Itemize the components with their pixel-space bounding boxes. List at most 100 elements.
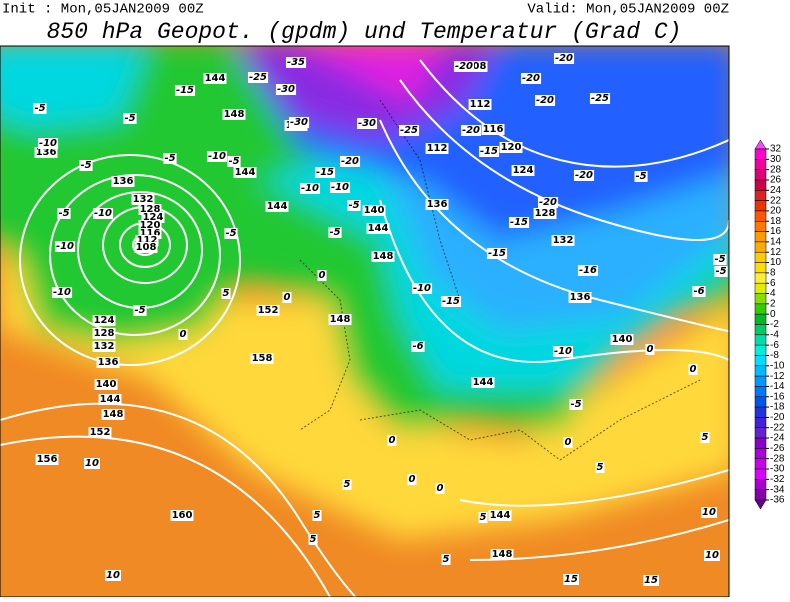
colorbar-cell xyxy=(754,417,767,428)
colorbar-cell xyxy=(754,282,767,294)
temperature-label: -6 xyxy=(412,341,423,352)
temperature-label: 5 xyxy=(223,288,230,299)
colorbar-cell xyxy=(754,437,767,449)
colorbar-cell xyxy=(754,468,767,480)
colorbar-label: -14 xyxy=(770,381,785,392)
colorbar-label: -34 xyxy=(770,484,785,495)
label-box xyxy=(533,208,557,219)
label-box xyxy=(105,570,121,581)
colorbar-label: 10 xyxy=(770,257,782,268)
colorbar-label: 18 xyxy=(770,216,782,227)
temperature-label: -30 xyxy=(358,118,376,129)
label-box xyxy=(224,228,238,239)
height-label: 144 xyxy=(100,394,121,405)
label-box xyxy=(511,165,535,176)
height-label: 136 xyxy=(98,357,119,368)
label-box xyxy=(577,265,599,276)
temperature-label: -5 xyxy=(164,153,175,164)
height-label: 112 xyxy=(427,143,448,154)
colorbar-label: -24 xyxy=(770,433,785,444)
temperature-label: -5 xyxy=(80,160,91,171)
temperature-label: 0 xyxy=(565,437,572,448)
colorbar-label: -16 xyxy=(770,391,785,402)
label-box xyxy=(101,409,125,420)
label-box xyxy=(407,474,417,485)
temperature-label: -5 xyxy=(329,227,340,238)
temperature-label: -10 xyxy=(208,151,226,162)
label-box xyxy=(222,109,246,120)
colorbar-cell xyxy=(754,355,767,367)
temperature-label: -15 xyxy=(510,217,528,228)
label-box xyxy=(701,507,717,518)
label-box xyxy=(275,84,297,95)
init-text: Init : Mon,05JAN2009 00Z xyxy=(2,2,204,18)
colorbar-label: 12 xyxy=(770,247,782,258)
height-label: 120 xyxy=(140,220,161,231)
height-label: 124 xyxy=(143,212,164,223)
colorbar-label: 4 xyxy=(770,288,776,299)
height-label: 108 xyxy=(136,242,157,253)
height-label: 128 xyxy=(535,208,556,219)
label-box xyxy=(250,353,274,364)
colorbar-cap xyxy=(754,499,767,510)
label-box xyxy=(568,292,592,303)
height-label: 148 xyxy=(103,409,124,420)
label-box xyxy=(339,156,361,167)
label-box xyxy=(138,220,162,231)
label-box xyxy=(79,160,93,171)
label-box xyxy=(481,124,505,135)
label-box xyxy=(356,118,378,129)
colorbar-label: -22 xyxy=(770,422,785,433)
temperature-label: -5 xyxy=(635,171,646,182)
label-box xyxy=(329,182,351,193)
colorbar-label: 22 xyxy=(770,195,782,206)
temperature-label: -10 xyxy=(331,182,349,193)
label-box xyxy=(206,151,228,162)
temperature-label: 5 xyxy=(702,432,709,443)
temperature-label: 0 xyxy=(437,483,444,494)
label-box xyxy=(520,73,542,84)
height-label: 136 xyxy=(36,147,57,158)
temperature-label: 5 xyxy=(314,510,321,521)
colorbar-cell xyxy=(754,406,767,418)
colorbar-cell xyxy=(754,210,767,222)
temperature-label: -15 xyxy=(480,146,498,157)
temperature-label: 10 xyxy=(85,458,99,469)
label-box xyxy=(33,103,47,114)
label-box xyxy=(170,510,194,521)
colorbar-cell xyxy=(754,375,767,387)
colorbar-cell xyxy=(754,221,767,232)
temperature-label: -25 xyxy=(249,72,267,83)
label-box xyxy=(178,329,188,340)
colorbar-label: 28 xyxy=(770,164,782,175)
temperature-label: 5 xyxy=(597,462,604,473)
height-label: 116 xyxy=(140,228,161,239)
height-label: 152 xyxy=(90,427,111,438)
label-box xyxy=(387,435,397,446)
temperature-label: -5 xyxy=(348,200,359,211)
label-box xyxy=(700,432,710,443)
temperature-label: -5 xyxy=(570,399,581,410)
colorbar-cell xyxy=(754,200,767,212)
temperature-label: 0 xyxy=(180,329,187,340)
temperature-label: 0 xyxy=(690,364,697,375)
temperature-label: -30 xyxy=(277,84,295,95)
height-label: 132 xyxy=(133,194,154,205)
colorbar-cell xyxy=(754,396,767,408)
label-box xyxy=(440,296,462,307)
map-title: 850 hPa Geopot. (gpdm) und Temperatur (G… xyxy=(47,19,682,45)
label-box xyxy=(227,156,241,167)
label-box xyxy=(51,287,73,298)
colorbar-label: 30 xyxy=(770,154,782,165)
label-box xyxy=(247,72,269,83)
colorbar-cell xyxy=(754,169,767,181)
colorbar-cell xyxy=(754,159,767,170)
label-box xyxy=(366,223,390,234)
label-box xyxy=(163,153,177,164)
label-box xyxy=(328,227,342,238)
temperature-label: -5 xyxy=(134,305,145,316)
height-label: 136 xyxy=(113,176,134,187)
temperature-label: -10 xyxy=(39,138,57,149)
height-label: 108 xyxy=(466,61,487,72)
colorbar-label: 20 xyxy=(770,206,782,217)
